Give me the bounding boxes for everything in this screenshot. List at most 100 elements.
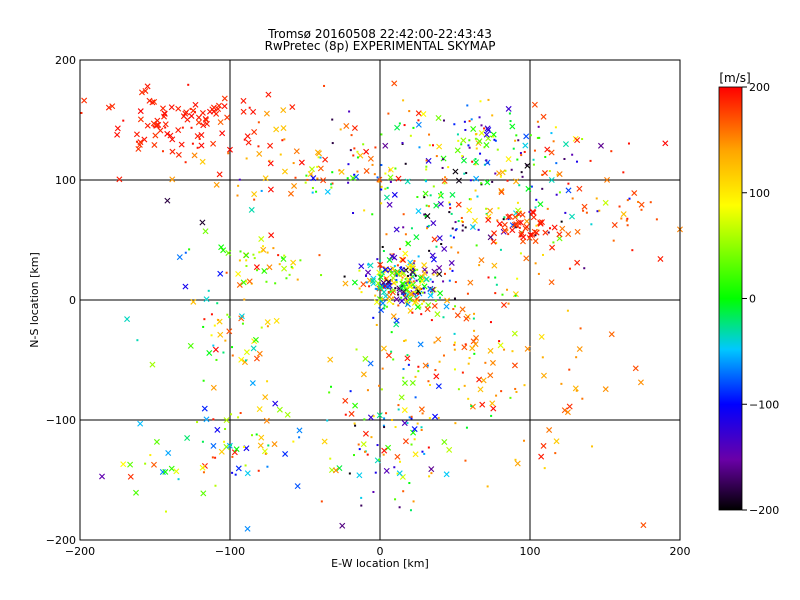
data-point-dot: [354, 424, 357, 427]
data-point-dot: [252, 253, 255, 256]
data-point-dot: [338, 169, 341, 172]
data-point-dot: [370, 436, 373, 439]
data-point-cross: [574, 228, 581, 235]
data-point-dot: [519, 152, 522, 155]
data-point-dot: [409, 134, 412, 137]
data-point-dot: [448, 201, 451, 204]
data-point-dot: [358, 448, 361, 451]
data-point-dot: [487, 276, 490, 279]
data-point-dot: [415, 279, 418, 282]
data-point-dot: [466, 292, 469, 295]
data-point-cross: [383, 275, 390, 282]
data-point-dot: [386, 305, 389, 308]
data-point-cross: [310, 175, 317, 182]
data-point-cross: [378, 307, 385, 314]
data-point-cross: [532, 238, 539, 245]
data-point-cross: [385, 444, 392, 451]
data-point-cross: [477, 386, 484, 393]
data-point-cross: [221, 95, 228, 102]
data-point-cross: [396, 470, 403, 477]
data-point-cross: [137, 420, 144, 427]
data-point-cross: [250, 345, 257, 352]
data-point-dot: [394, 498, 397, 501]
data-point-dot: [428, 417, 431, 420]
data-point-cross: [604, 176, 611, 183]
data-point-dot: [427, 446, 430, 449]
data-point-cross: [351, 125, 358, 132]
data-point-dot: [403, 339, 406, 342]
data-point-cross: [136, 141, 143, 148]
data-point-dot: [189, 107, 192, 110]
data-point-cross: [473, 175, 480, 182]
data-point-dot: [612, 239, 615, 242]
data-point-dot: [201, 440, 204, 443]
data-point-cross: [216, 318, 223, 325]
data-point-cross: [240, 108, 247, 115]
data-point-dot: [451, 227, 454, 230]
data-point-cross: [512, 291, 519, 298]
data-point-dot: [528, 210, 531, 213]
data-point-dot: [397, 304, 400, 307]
data-point-dot: [536, 136, 539, 139]
data-point-dot: [470, 405, 473, 408]
data-point-dot: [296, 278, 299, 281]
data-point-dot: [241, 322, 244, 325]
data-point-dot: [377, 180, 380, 183]
data-point-dot: [490, 414, 493, 417]
data-point-dot: [402, 368, 405, 371]
data-point-dot: [266, 465, 269, 468]
data-point-dot: [184, 251, 187, 254]
data-point-dot: [428, 144, 431, 147]
data-point-dot: [425, 271, 428, 274]
data-point-dot: [499, 175, 502, 178]
data-point-dot: [231, 471, 234, 474]
data-point-cross: [238, 313, 245, 320]
data-point-cross: [548, 149, 555, 156]
data-point-dot: [479, 100, 482, 103]
data-point-dot: [480, 182, 483, 185]
data-point-dot: [457, 220, 460, 223]
data-point-dot: [461, 154, 464, 157]
data-point-cross: [114, 131, 121, 138]
data-point-dot: [412, 280, 415, 283]
data-point-dot: [202, 379, 205, 382]
data-point-dot: [294, 176, 297, 179]
data-point-cross: [460, 157, 467, 164]
data-point-cross: [217, 270, 224, 277]
data-point-dot: [384, 277, 387, 280]
data-point-cross: [391, 191, 398, 198]
data-point-dot: [506, 179, 509, 182]
data-point-dot: [548, 227, 551, 230]
data-point-dot: [329, 457, 332, 460]
data-point-cross: [200, 490, 207, 497]
data-point-cross: [116, 176, 123, 183]
y-tick-label: −200: [46, 534, 76, 547]
colorbar-label: [m/s]: [719, 71, 750, 85]
data-point-cross: [398, 394, 405, 401]
data-point-dot: [408, 416, 411, 419]
data-point-dot: [378, 384, 381, 387]
data-point-dot: [356, 156, 359, 159]
data-point-dot: [414, 375, 417, 378]
data-point-dot: [655, 218, 658, 221]
data-point-cross: [501, 227, 508, 234]
data-point-dot: [149, 454, 152, 457]
data-point-dot: [412, 500, 415, 503]
data-point-cross: [256, 150, 263, 157]
data-point-dot: [453, 368, 456, 371]
data-point-cross: [429, 252, 436, 259]
data-point-cross: [444, 297, 451, 304]
data-point-dot: [230, 444, 233, 447]
data-point-cross: [231, 449, 238, 456]
data-point-cross: [218, 244, 225, 251]
data-point-dot: [468, 120, 471, 123]
data-point-cross: [144, 83, 151, 90]
data-point-cross: [460, 137, 467, 144]
data-point-dot: [464, 343, 467, 346]
data-point-dot: [152, 125, 155, 128]
data-point-dot: [474, 137, 477, 140]
data-point-dot: [627, 142, 630, 145]
data-point-cross: [233, 446, 240, 453]
data-point-cross: [191, 152, 198, 159]
data-point-dot: [190, 126, 193, 129]
